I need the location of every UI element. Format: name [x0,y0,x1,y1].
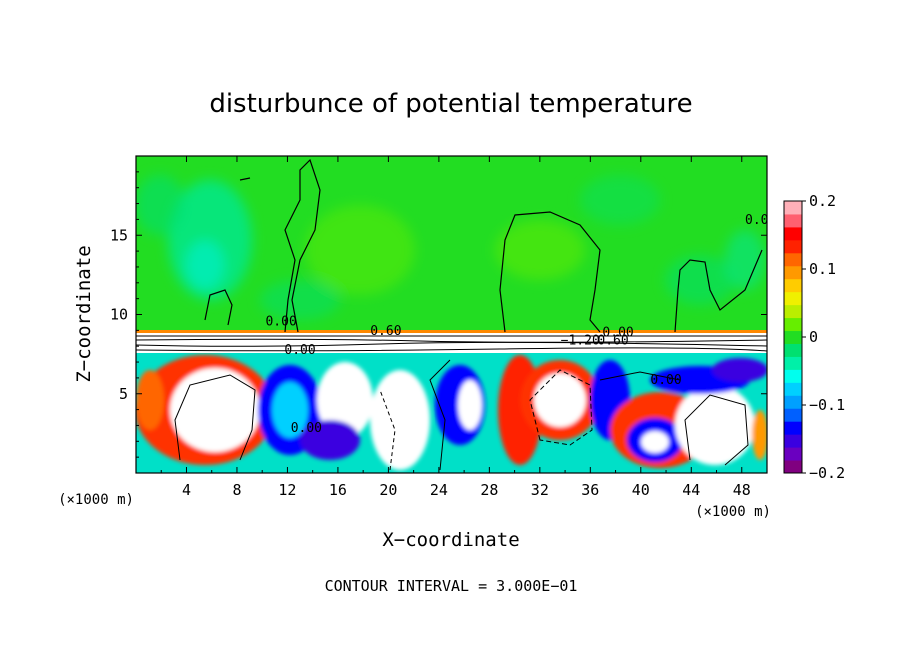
colorbar-swatch [784,252,802,267]
x-tick-label: 48 [733,481,751,499]
y-axis-label: Z−coordinate [73,245,95,382]
z-unit-label: (×1000 m) [58,492,134,508]
y-ticks: 5 10 15 [110,171,767,458]
temperature-field: 0.000.600.00−1.200.600.000.000.000.00 [136,156,776,473]
colorbar-tick-label: 0.2 [809,192,836,210]
colorbar-swatch [784,408,802,422]
y-tick-label: 10 [110,306,128,324]
y-tick-label: 5 [119,385,128,403]
lower-contour-lines [174,359,749,471]
colorbar-tick-label: 0 [809,328,818,346]
colorbar-swatch [784,265,802,280]
contour-label: 0.00 [265,315,296,330]
lower-field-patches [136,355,767,470]
chart-title: disturbunce of potential temperature [209,89,692,119]
colorbar-swatch [784,343,802,357]
contour-label: 0.60 [597,334,628,349]
colorbar-tick-label: 0.1 [809,260,836,278]
colorbar-swatch [784,201,802,215]
colorbar-swatch [784,304,802,319]
colorbar-swatch [784,291,802,306]
contour-label: 0.00 [602,326,633,341]
colorbar-swatch [784,226,802,241]
x-axis-label: X−coordinate [382,529,519,551]
x-unit-label: (×1000 m) [695,504,771,520]
contour-label: 0.00 [650,373,681,388]
colorbar-tick-label: −0.2 [809,464,845,482]
contour-label: −1.20 [561,334,600,349]
colorbar-ticks: 0.2 0.1 0 −0.1 −0.2 [802,192,845,482]
colorbar-swatch [784,382,802,396]
x-tick-label: 20 [379,481,397,499]
contour-label: 0.00 [291,421,322,436]
x-tick-label: 16 [329,481,347,499]
colorbar-swatch [784,356,802,370]
x-tick-label: 4 [182,481,191,499]
colorbar-swatch [784,330,802,344]
contour-label: 0.00 [284,343,315,358]
colorbar-tick-label: −0.1 [809,396,845,414]
x-tick-label: 24 [430,481,448,499]
colorbar-swatch [784,460,802,474]
colorbar-swatch [784,421,802,435]
inversion-top [136,330,767,333]
x-tick-label: 28 [480,481,498,499]
colorbar-swatch [784,278,802,293]
colorbar-swatch [784,447,802,461]
colorbar-swatch [784,213,802,228]
colorbar [783,200,803,474]
inversion-contours [136,335,767,352]
colorbar-swatch [784,317,802,332]
x-tick-label: 32 [531,481,549,499]
contour-labels: 0.000.600.00−1.200.600.000.000.000.00 [265,213,776,436]
contour-lines [204,158,763,333]
x-tick-label: 12 [278,481,296,499]
y-tick-label: 15 [110,226,128,244]
x-tick-label: 36 [581,481,599,499]
x-tick-label: 8 [232,481,241,499]
colorbar-swatch [784,369,802,383]
contour-label: 0.00 [745,213,776,228]
colorbar-swatch [784,395,802,409]
contour-label: 0.60 [370,324,401,339]
x-tick-label: 44 [682,481,700,499]
colorbar-swatch [784,434,802,448]
x-ticks: 4 8 12 16 20 24 28 32 36 40 44 48 [160,156,751,499]
x-tick-label: 40 [632,481,650,499]
contour-interval-note: CONTOUR INTERVAL = 3.000E−01 [325,577,578,595]
colorbar-swatch [784,239,802,254]
